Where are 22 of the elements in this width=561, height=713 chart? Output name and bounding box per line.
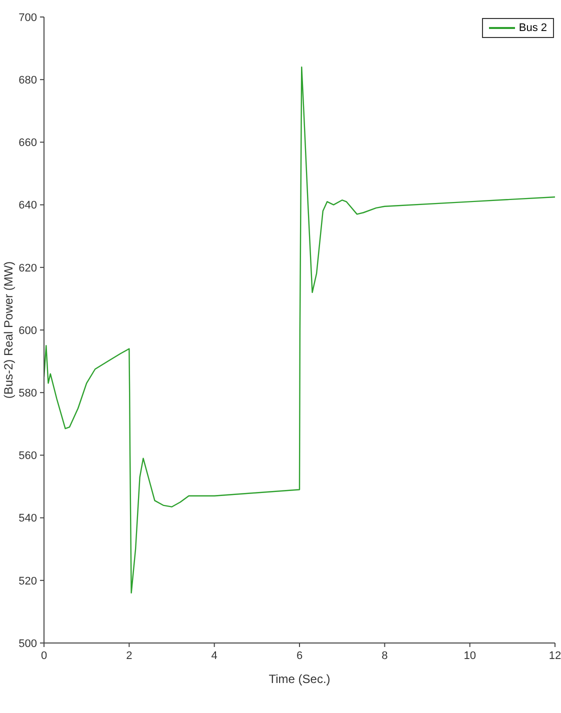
y-tick-label: 600 (18, 324, 37, 337)
y-tick-label: 660 (18, 137, 37, 150)
x-tick-label: 10 (464, 650, 476, 662)
y-tick-label: 500 (18, 638, 37, 650)
y-tick-label: 620 (18, 262, 37, 274)
x-tick-label: 4 (211, 650, 218, 662)
y-tick-label: 700 (18, 12, 37, 24)
y-tick-label: 540 (18, 512, 37, 525)
x-tick-label: 0 (40, 650, 48, 662)
y-tick-label: 640 (18, 200, 37, 212)
y-tick-label: 580 (18, 388, 37, 400)
y-tick-label: 560 (18, 450, 37, 462)
x-tick-label: 2 (126, 650, 132, 662)
y-tick-label: 680 (18, 74, 37, 87)
x-tick-label: 6 (296, 650, 303, 662)
x-tick-label: 8 (382, 650, 388, 662)
y-tick-label: 520 (18, 575, 37, 588)
line-series (44, 66, 555, 594)
y-axis-title: (Bus-2) Real Power (MW) (1, 261, 16, 399)
x-tick-label: 12 (548, 650, 561, 662)
x-axis-title: Time (Sec.) (268, 672, 330, 686)
legend-label: Bus 2 (518, 22, 547, 34)
